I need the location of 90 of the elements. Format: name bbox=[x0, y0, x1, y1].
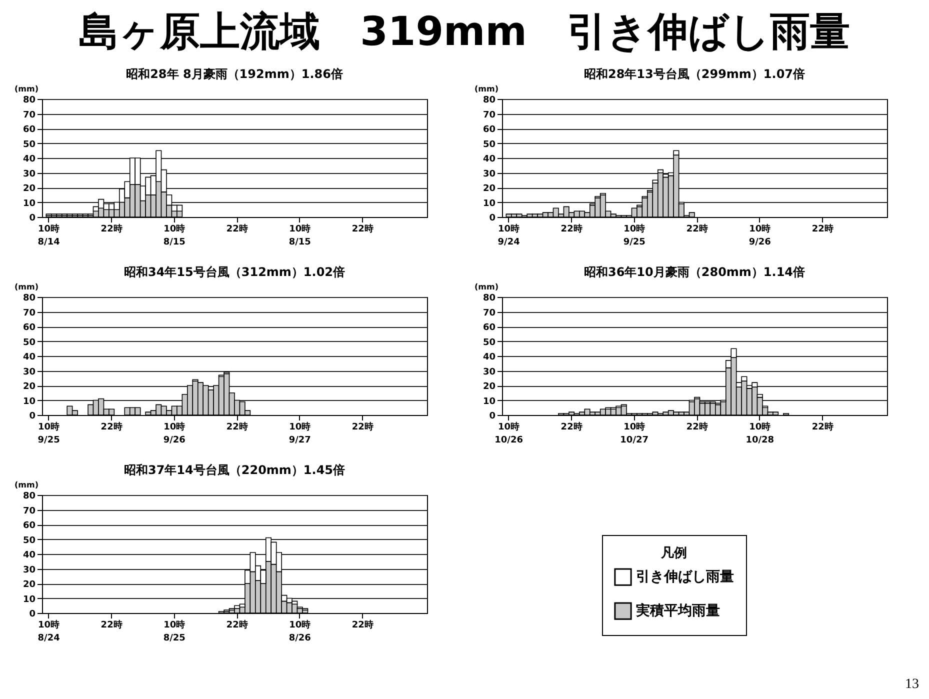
x-tick-label: 22時 bbox=[226, 224, 248, 234]
y-tick-label: 60 bbox=[22, 125, 36, 135]
y-tick-label: 80 bbox=[22, 96, 36, 106]
y-tick-label: 10 bbox=[482, 198, 496, 209]
y-tick-label: 30 bbox=[22, 565, 36, 576]
y-tick-label: 60 bbox=[482, 125, 496, 135]
y-tick-label: 0 bbox=[29, 610, 36, 620]
y-axis-title: (mm) bbox=[474, 84, 498, 94]
text: 島ヶ原上流域 319mm 引き伸ばし雨量 bbox=[78, 8, 851, 57]
x-tick-label: 22時 bbox=[226, 422, 248, 432]
x-tick-label: 10時 8/25 bbox=[163, 620, 186, 644]
y-axis-title: (mm) bbox=[14, 84, 38, 94]
y-tick-label: 20 bbox=[22, 184, 36, 194]
x-tick-label: 22時 bbox=[812, 224, 834, 234]
y-tick-label: 30 bbox=[22, 169, 36, 180]
y-tick-label: 60 bbox=[482, 323, 496, 333]
x-tick-label: 22時 bbox=[352, 224, 374, 234]
chart-title: 昭和28年 8月豪雨（192mm）1.86倍 bbox=[126, 67, 343, 81]
x-tick-label: 22時 bbox=[100, 422, 122, 432]
y-tick-label: 0 bbox=[489, 214, 496, 224]
y-tick-label: 50 bbox=[482, 140, 496, 150]
x-tick-label: 10時 8/24 bbox=[38, 620, 60, 644]
y-tick-label: 80 bbox=[482, 96, 496, 106]
x-tick-label: 22時 bbox=[100, 224, 122, 234]
x-tick-label: 22時 bbox=[352, 422, 374, 432]
y-tick-label: 60 bbox=[22, 521, 36, 531]
y-tick-label: 80 bbox=[482, 294, 496, 304]
y-tick-label: 0 bbox=[29, 412, 36, 422]
y-tick-label: 10 bbox=[482, 396, 496, 407]
y-tick-label: 20 bbox=[22, 580, 36, 590]
y-tick-label: 40 bbox=[22, 550, 36, 560]
x-tick-label: 22時 bbox=[686, 224, 708, 234]
x-tick-label: 10時 8/14 bbox=[38, 224, 60, 248]
legend-label: 実積平均雨量 bbox=[636, 602, 720, 619]
y-tick-label: 40 bbox=[482, 352, 496, 362]
x-tick-label: 10時 9/26 bbox=[748, 224, 771, 248]
y-axis-title: (mm) bbox=[14, 282, 38, 292]
y-tick-label: 10 bbox=[22, 594, 36, 605]
x-tick-label: 10時 10/27 bbox=[620, 422, 649, 446]
y-tick-label: 70 bbox=[482, 110, 496, 120]
y-tick-label: 30 bbox=[482, 169, 496, 180]
y-tick-label: 40 bbox=[22, 352, 36, 362]
y-tick-label: 30 bbox=[482, 367, 496, 378]
legend-label: 引き伸ばし雨量 bbox=[636, 569, 734, 585]
y-tick-label: 70 bbox=[22, 506, 36, 516]
y-tick-label: 0 bbox=[489, 412, 496, 422]
y-tick-label: 10 bbox=[22, 396, 36, 407]
x-tick-label: 10時 8/26 bbox=[288, 620, 311, 644]
y-tick-label: 50 bbox=[22, 536, 36, 546]
x-tick-label: 22時 bbox=[352, 620, 374, 630]
chart-title: 昭和34年15号台風（312mm）1.02倍 bbox=[124, 265, 346, 279]
chart-title: 昭和36年10月豪雨（280mm）1.14倍 bbox=[584, 265, 806, 279]
legend-title: 凡例 bbox=[660, 546, 687, 561]
y-tick-label: 70 bbox=[22, 308, 36, 318]
y-tick-label: 80 bbox=[22, 492, 36, 502]
y-tick-label: 70 bbox=[482, 308, 496, 318]
y-tick-label: 20 bbox=[482, 382, 496, 392]
y-tick-label: 20 bbox=[22, 382, 36, 392]
text: 13 bbox=[905, 677, 919, 693]
y-tick-label: 50 bbox=[22, 338, 36, 348]
y-tick-label: 10 bbox=[22, 198, 36, 209]
x-tick-label: 10時 9/25 bbox=[38, 422, 60, 446]
y-tick-label: 50 bbox=[482, 338, 496, 348]
x-tick-label: 22時 bbox=[226, 620, 248, 630]
x-tick-label: 22時 bbox=[560, 224, 582, 234]
y-axis-title: (mm) bbox=[474, 282, 498, 292]
y-tick-label: 30 bbox=[22, 367, 36, 378]
y-tick-label: 40 bbox=[22, 154, 36, 164]
y-axis-title: (mm) bbox=[14, 480, 38, 490]
y-tick-label: 0 bbox=[29, 214, 36, 224]
x-tick-label: 10時 8/15 bbox=[288, 224, 311, 248]
x-tick-label: 10時 8/15 bbox=[163, 224, 186, 248]
chart-title: 昭和37年14号台風（220mm）1.45倍 bbox=[124, 463, 346, 477]
x-tick-label: 10時 9/25 bbox=[623, 224, 646, 248]
chart-title: 昭和28年13号台風（299mm）1.07倍 bbox=[584, 67, 806, 81]
x-tick-label: 22時 bbox=[100, 620, 122, 630]
y-tick-label: 70 bbox=[22, 110, 36, 120]
x-tick-label: 10時 9/24 bbox=[498, 224, 520, 248]
y-tick-label: 60 bbox=[22, 323, 36, 333]
y-tick-label: 80 bbox=[22, 294, 36, 304]
x-tick-label: 10時 9/27 bbox=[288, 422, 311, 446]
y-tick-label: 20 bbox=[482, 184, 496, 194]
x-tick-label: 10時 10/26 bbox=[494, 422, 523, 446]
x-tick-label: 10時 9/26 bbox=[163, 422, 186, 446]
y-tick-label: 50 bbox=[22, 140, 36, 150]
y-tick-label: 40 bbox=[482, 154, 496, 164]
x-tick-label: 22時 bbox=[560, 422, 582, 432]
x-tick-label: 22時 bbox=[812, 422, 834, 432]
x-tick-label: 10時 10/28 bbox=[746, 422, 774, 446]
x-tick-label: 22時 bbox=[686, 422, 708, 432]
